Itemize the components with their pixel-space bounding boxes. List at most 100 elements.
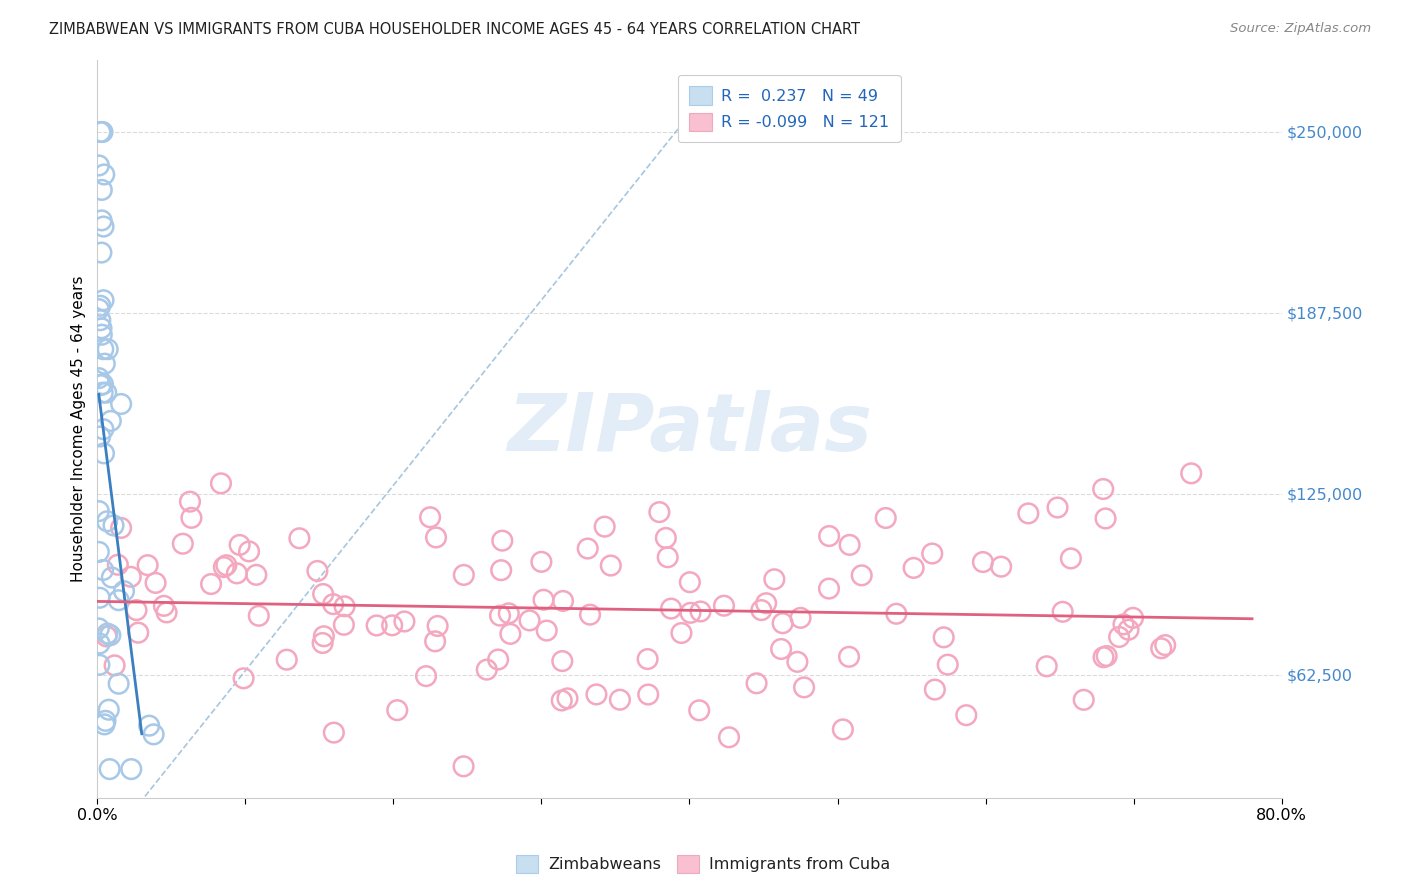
Point [138,719,160,733]
Y-axis label: Householder Income Ages 45 - 64 years: Householder Income Ages 45 - 64 years [72,276,86,582]
Point [1046,500,1069,515]
Point [657,550,679,565]
Point [394,615,416,629]
Point [886,607,908,621]
Point [89,429,111,443]
Point [90,245,112,260]
Point [180,511,202,525]
Point [153,599,176,613]
Point [87,371,110,385]
Point [936,657,959,672]
Point [551,594,574,608]
Point [838,538,860,552]
Point [120,762,142,776]
Point [87,159,110,173]
Point [1073,693,1095,707]
Point [659,601,682,615]
Point [89,657,111,672]
Point [97,342,120,356]
Point [93,168,115,182]
Point [90,183,112,197]
Point [425,531,447,545]
Point [87,622,110,636]
Point [831,723,853,737]
Point [93,422,115,436]
Point [366,618,388,632]
Point [232,671,254,685]
Point [688,703,710,717]
Point [491,533,513,548]
Point [655,531,678,545]
Point [609,692,631,706]
Point [838,649,860,664]
Point [96,385,118,400]
Point [136,558,159,573]
Point [110,397,132,411]
Point [247,608,270,623]
Point [91,342,114,356]
Text: ZIMBABWEAN VS IMMIGRANTS FROM CUBA HOUSEHOLDER INCOME AGES 45 - 64 YEARS CORRELA: ZIMBABWEAN VS IMMIGRANTS FROM CUBA HOUSE… [49,22,860,37]
Point [772,616,794,631]
Point [93,446,115,460]
Point [763,572,786,586]
Point [419,510,441,524]
Point [818,582,841,596]
Point [142,727,165,741]
Point [107,558,129,572]
Point [91,377,114,392]
Point [125,603,148,617]
Point [498,607,520,621]
Point [91,125,114,139]
Point [155,606,177,620]
Point [745,676,768,690]
Point [1154,638,1177,652]
Point [87,545,110,559]
Point [415,669,437,683]
Point [679,606,702,620]
Point [312,629,335,643]
Point [89,299,111,313]
Point [381,618,404,632]
Point [333,617,356,632]
Point [851,568,873,582]
Point [955,708,977,723]
Point [793,681,815,695]
Point [1092,650,1115,665]
Point [489,608,512,623]
Point [89,313,111,327]
Point [1150,641,1173,656]
Point [288,531,311,545]
Legend: R =  0.237   N = 49, R = -0.099   N = 121: R = 0.237 N = 49, R = -0.099 N = 121 [678,75,901,142]
Point [585,688,607,702]
Point [276,653,298,667]
Point [238,544,260,558]
Point [200,577,222,591]
Point [679,575,702,590]
Point [120,570,142,584]
Point [91,385,114,400]
Point [89,125,111,139]
Point [924,682,946,697]
Point [89,636,111,650]
Point [212,560,235,574]
Point [215,558,238,573]
Point [145,575,167,590]
Point [94,714,117,728]
Point [98,762,121,776]
Point [87,504,110,518]
Point [486,652,509,666]
Point [322,597,344,611]
Point [1052,605,1074,619]
Point [770,642,793,657]
Point [93,219,115,234]
Point [333,599,356,614]
Point [179,494,201,508]
Point [972,555,994,569]
Point [786,655,808,669]
Point [557,691,579,706]
Point [110,521,132,535]
Point [90,327,112,342]
Point [426,619,449,633]
Point [551,693,574,707]
Point [107,677,129,691]
